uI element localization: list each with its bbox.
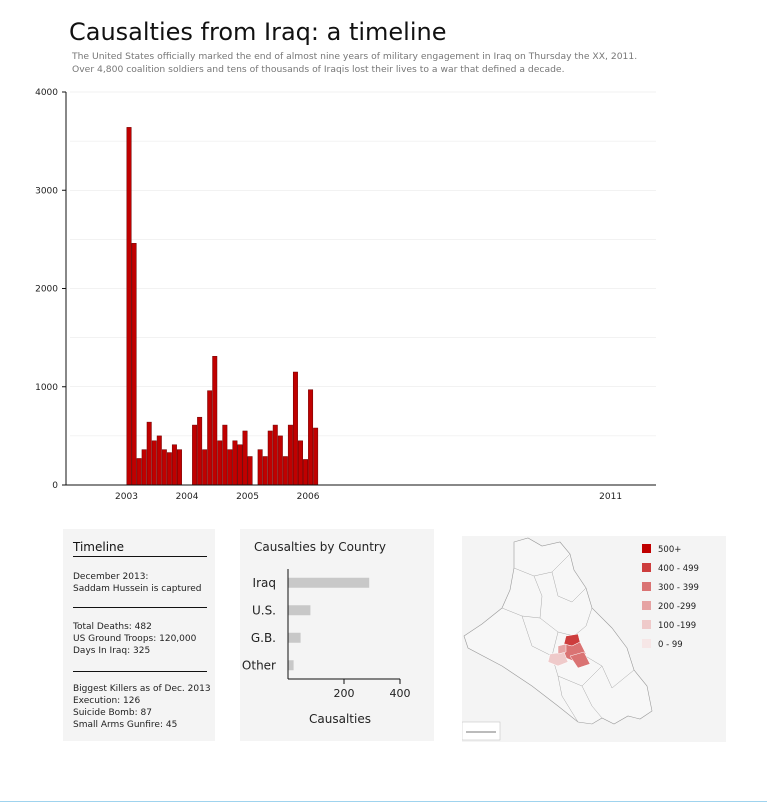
legend-label: 100 -199: [658, 621, 696, 631]
x-tick-label: 2011: [599, 492, 622, 502]
timeline-bar[interactable]: [247, 456, 253, 486]
timeline-heading: Timeline: [73, 540, 125, 554]
iraq-map: 500+ 400 - 499 300 - 399 200 -299 100 -199 0 …: [462, 537, 699, 741]
bottom-divider: [0, 801, 767, 802]
timeline-bar[interactable]: [131, 243, 137, 486]
country-bar[interactable]: [288, 632, 301, 643]
timeline-bar[interactable]: [151, 440, 157, 486]
timeline-divider: [73, 556, 207, 557]
timeline-stats: Total Deaths: 482 US Ground Troops: 120,…: [73, 622, 197, 656]
country-panel: Causalties by Country Iraq U.S. G.B. Other …: [240, 529, 434, 741]
timeline-divider: [73, 671, 207, 672]
legend-swatch: [642, 563, 651, 572]
country-bar[interactable]: [288, 660, 294, 671]
x-tick-label: 2005: [236, 492, 259, 502]
timeline-bar[interactable]: [277, 435, 283, 486]
timeline-bar[interactable]: [146, 421, 152, 486]
timeline-bar[interactable]: [232, 440, 238, 486]
country-chart-title: Causalties by Country: [254, 540, 386, 554]
timeline-bar[interactable]: [282, 456, 288, 486]
legend-label: 0 - 99: [658, 640, 683, 650]
legend-label: 200 -299: [658, 602, 696, 612]
y-tick-label: 4000: [35, 88, 58, 98]
timeline-divider: [73, 607, 207, 608]
country-bar[interactable]: [288, 577, 370, 588]
legend-label: 400 - 499: [658, 564, 699, 574]
timeline-bar[interactable]: [136, 458, 142, 486]
legend-swatch: [642, 582, 651, 591]
timeline-bar[interactable]: [272, 424, 278, 486]
country-label: G.B.: [251, 631, 276, 645]
timeline-bar[interactable]: [298, 440, 303, 486]
country-bar-chart: Causalties by Country IraqU.S.G.B.Other …: [242, 540, 411, 726]
country-bar[interactable]: [288, 605, 311, 616]
x-tick-label: 2006: [297, 492, 320, 502]
y-tick-label: 2000: [35, 285, 58, 295]
timeline-bar[interactable]: [262, 456, 268, 486]
timeline-bar[interactable]: [207, 390, 213, 486]
page-subtitle: The United States officially marked the …: [72, 51, 638, 75]
x-tick-label: 2003: [115, 492, 138, 502]
timeline-bar[interactable]: [222, 424, 228, 486]
country-label: Other: [242, 658, 276, 672]
timeline-bar[interactable]: [176, 449, 182, 486]
country-chart-xlabel: Causalties: [309, 712, 371, 726]
timeline-bar[interactable]: [217, 440, 223, 486]
country-x-tick-label: 200: [334, 687, 355, 700]
timeline-bar[interactable]: [126, 127, 132, 486]
timeline-bar[interactable]: [171, 444, 177, 486]
province-highlights: [547, 633, 591, 669]
timeline-bar[interactable]: [227, 449, 233, 486]
timeline-bar[interactable]: [161, 449, 167, 486]
iraq-outline: [463, 537, 653, 725]
timeline-bar[interactable]: [197, 416, 203, 486]
y-tick-label: 0: [52, 481, 58, 491]
map-scale-bar: [462, 721, 501, 741]
country-label: Iraq: [253, 576, 276, 590]
timeline-bar[interactable]: [166, 452, 172, 486]
legend-swatch: [642, 620, 651, 629]
page-title: Causalties from Iraq: a timeline: [69, 18, 447, 46]
map-panel: 500+ 400 - 499 300 - 399 200 -299 100 -199 0 …: [462, 536, 726, 742]
y-tick-label: 1000: [35, 383, 58, 393]
x-tick-label: 2004: [176, 492, 199, 502]
timeline-bar[interactable]: [212, 356, 218, 486]
country-label: U.S.: [252, 603, 276, 617]
timeline-bar[interactable]: [267, 430, 273, 486]
timeline-bar-chart: 0 1000 2000 3000 4000 2003 2004 2005 2006 2011: [35, 88, 656, 502]
timeline-killers: Biggest Killers as of Dec. 2013 Executio…: [73, 684, 211, 730]
timeline-bar[interactable]: [192, 424, 198, 486]
timeline-bar[interactable]: [237, 444, 243, 486]
legend-swatch: [642, 544, 651, 553]
country-x-tick-label: 400: [390, 687, 411, 700]
timeline-bar[interactable]: [308, 389, 314, 486]
timeline-bar[interactable]: [292, 371, 298, 486]
y-tick-label: 3000: [35, 186, 58, 196]
legend-swatch: [642, 639, 651, 648]
timeline-bar[interactable]: [287, 424, 293, 486]
timeline-bar[interactable]: [303, 459, 309, 486]
timeline-bar[interactable]: [202, 449, 208, 486]
timeline-panel: Timeline December 2013: Saddam Hussein i…: [63, 529, 215, 741]
timeline-event: December 2013: Saddam Hussein is capture…: [73, 572, 202, 594]
legend-label: 300 - 399: [658, 583, 699, 593]
timeline-bar[interactable]: [156, 435, 162, 486]
legend-swatch: [642, 601, 651, 610]
legend-label: 500+: [658, 545, 681, 555]
timeline-bar[interactable]: [141, 449, 147, 486]
province-borders: [501, 553, 635, 723]
timeline-bar[interactable]: [242, 430, 248, 486]
timeline-bar[interactable]: [257, 449, 263, 486]
timeline-bar[interactable]: [313, 427, 319, 486]
